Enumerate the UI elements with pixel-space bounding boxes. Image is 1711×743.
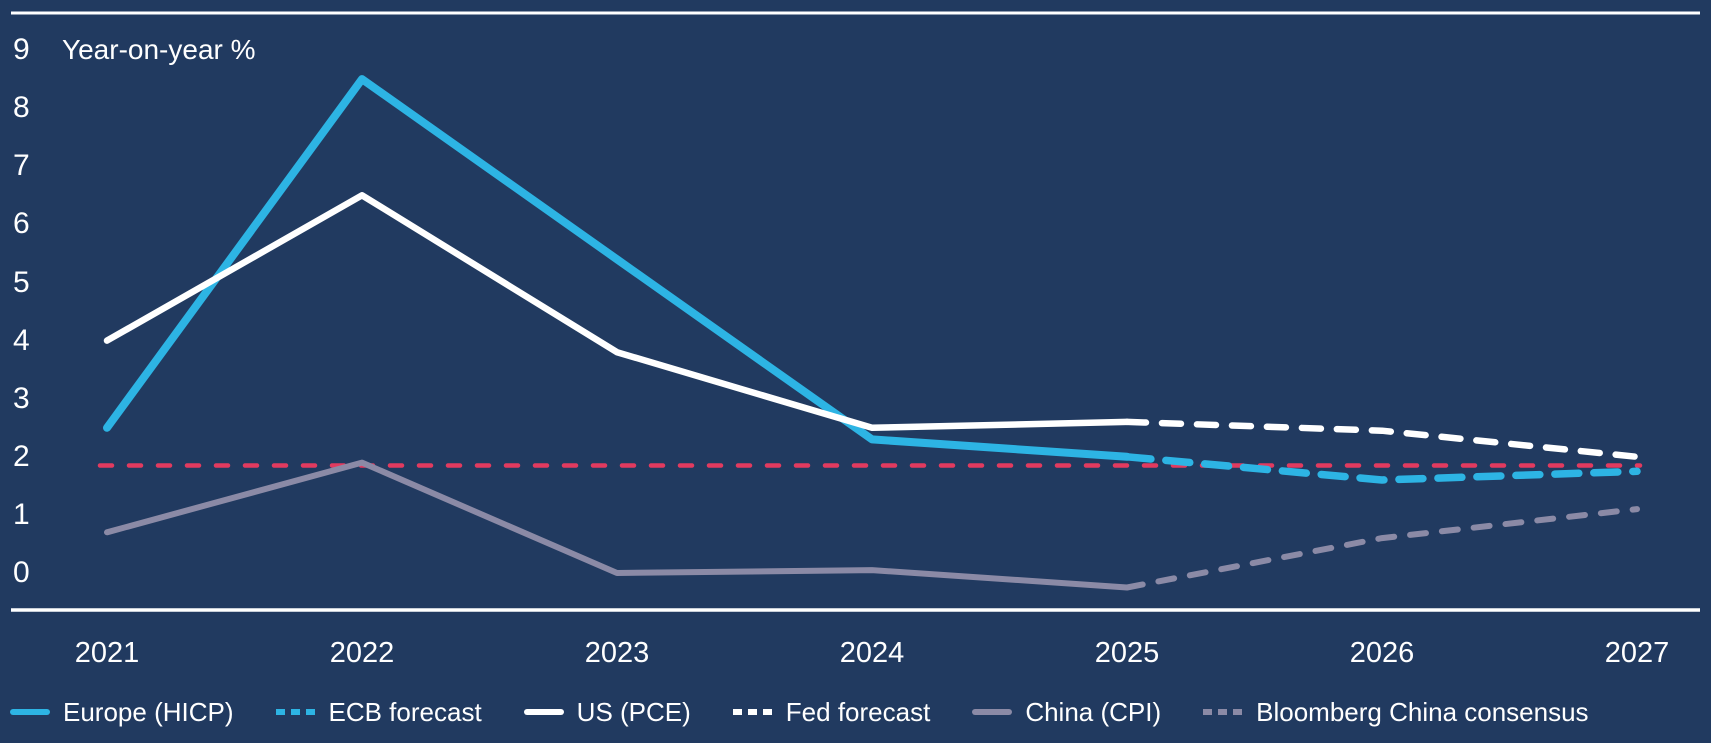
dashed-line-swatch-icon [1203, 709, 1244, 715]
legend-label: Bloomberg China consensus [1256, 697, 1589, 727]
series-line-bloomberg-china-consensus [1124, 506, 1640, 591]
y-axis-tick-label: 1 [13, 497, 30, 531]
legend-item-us-pce: US (PCE) [523, 697, 691, 727]
y-axis-tick-label: 7 [13, 149, 30, 183]
x-axis-tick-label: 2024 [839, 637, 905, 669]
x-axis-tick-label: 2027 [1604, 637, 1670, 669]
y-axis-tick-label: 6 [13, 207, 30, 241]
legend-item-bloomberg-china-consensus: Bloomberg China consensus [1203, 697, 1589, 727]
y-axis-tick-label: 9 [13, 33, 30, 67]
y-axis-tick-label: 3 [13, 381, 30, 415]
y-axis-unit-label: Year-on-year % [62, 34, 256, 65]
y-axis-tick-label: 2 [13, 439, 30, 473]
series-line-ecb-forecast [1123, 453, 1641, 484]
solid-line-swatch-icon [972, 709, 1013, 715]
dashed-line-swatch-icon [275, 709, 316, 715]
series-line-europe-hicp [103, 75, 1131, 461]
dashed-line-swatch-icon [732, 709, 773, 715]
legend-item-china-cpi: China (CPI) [972, 697, 1161, 727]
chart-legend: Europe (HICP) ECB forecast US (PCE) Fed for… [10, 697, 1589, 727]
y-axis-tick-label: 8 [13, 91, 30, 125]
legend-label: ECB forecast [328, 697, 482, 727]
series-line-china-cpi [104, 459, 1130, 591]
x-axis-tick-label: 2026 [1349, 637, 1415, 669]
x-axis-tick-label: 2023 [584, 637, 650, 669]
y-axis-tick-label: 5 [13, 265, 30, 299]
series-line-us-pce [103, 192, 1131, 432]
legend-label: Fed forecast [785, 697, 931, 727]
y-axis-tick-label: 4 [13, 323, 30, 357]
series-line-fed-forecast [1123, 418, 1641, 461]
x-axis-tick-label: 2022 [329, 637, 395, 669]
legend-item-ecb-forecast: ECB forecast [275, 697, 482, 727]
x-axis-tick-label: 2021 [74, 637, 140, 669]
y-axis-tick-label: 0 [13, 556, 30, 589]
solid-line-swatch-icon [523, 709, 564, 715]
solid-line-swatch-icon [10, 709, 50, 715]
legend-label: China (CPI) [1025, 697, 1162, 727]
legend-item-europe-hicp: Europe (HICP) [10, 697, 234, 727]
legend-label: US (PCE) [576, 697, 691, 727]
legend-item-fed-forecast: Fed forecast [732, 697, 931, 727]
x-axis-tick-label: 2025 [1094, 637, 1160, 669]
legend-label: Europe (HICP) [63, 697, 234, 727]
